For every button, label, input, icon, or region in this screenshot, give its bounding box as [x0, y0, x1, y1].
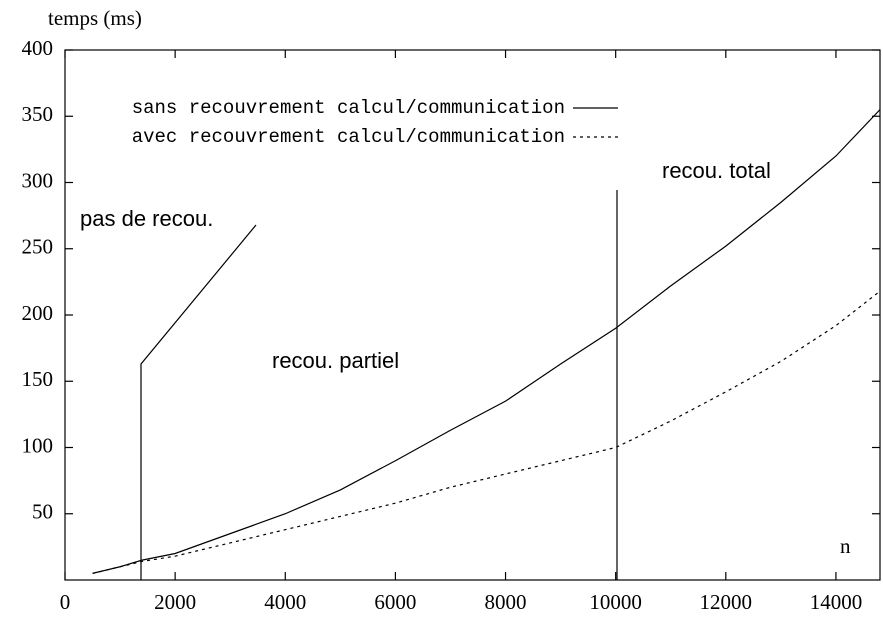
- x-axis-label: n: [840, 534, 851, 558]
- annotation: recou. partiel: [272, 348, 399, 373]
- series-line: [92, 109, 881, 574]
- y-axis-label: temps (ms): [48, 6, 142, 30]
- x-tick-label: 10000: [589, 590, 642, 614]
- x-tick-label: 8000: [485, 590, 527, 614]
- y-tick-label: 400: [22, 36, 54, 60]
- x-tick-label: 2000: [154, 590, 196, 614]
- x-tick-label: 6000: [374, 590, 416, 614]
- y-tick-label: 350: [22, 102, 54, 126]
- x-tick-label: 14000: [810, 590, 863, 614]
- y-tick-label: 300: [22, 168, 54, 192]
- x-tick-label: 12000: [700, 590, 753, 614]
- annotation: pas de recou.: [80, 206, 213, 231]
- y-tick-label: 200: [22, 301, 54, 325]
- y-tick-label: 100: [22, 433, 54, 457]
- legend-label: sans recouvrement calcul/communication: [132, 97, 565, 119]
- x-tick-label: 4000: [264, 590, 306, 614]
- legend-label: avec recouvrement calcul/communication: [132, 126, 565, 148]
- y-tick-label: 50: [32, 500, 53, 524]
- series-line: [92, 290, 881, 574]
- y-tick-label: 250: [22, 235, 54, 259]
- annotation: recou. total: [662, 158, 771, 183]
- annotation-lines: [140, 190, 618, 580]
- y-tick-label: 150: [22, 367, 54, 391]
- x-tick-label: 0: [60, 590, 71, 614]
